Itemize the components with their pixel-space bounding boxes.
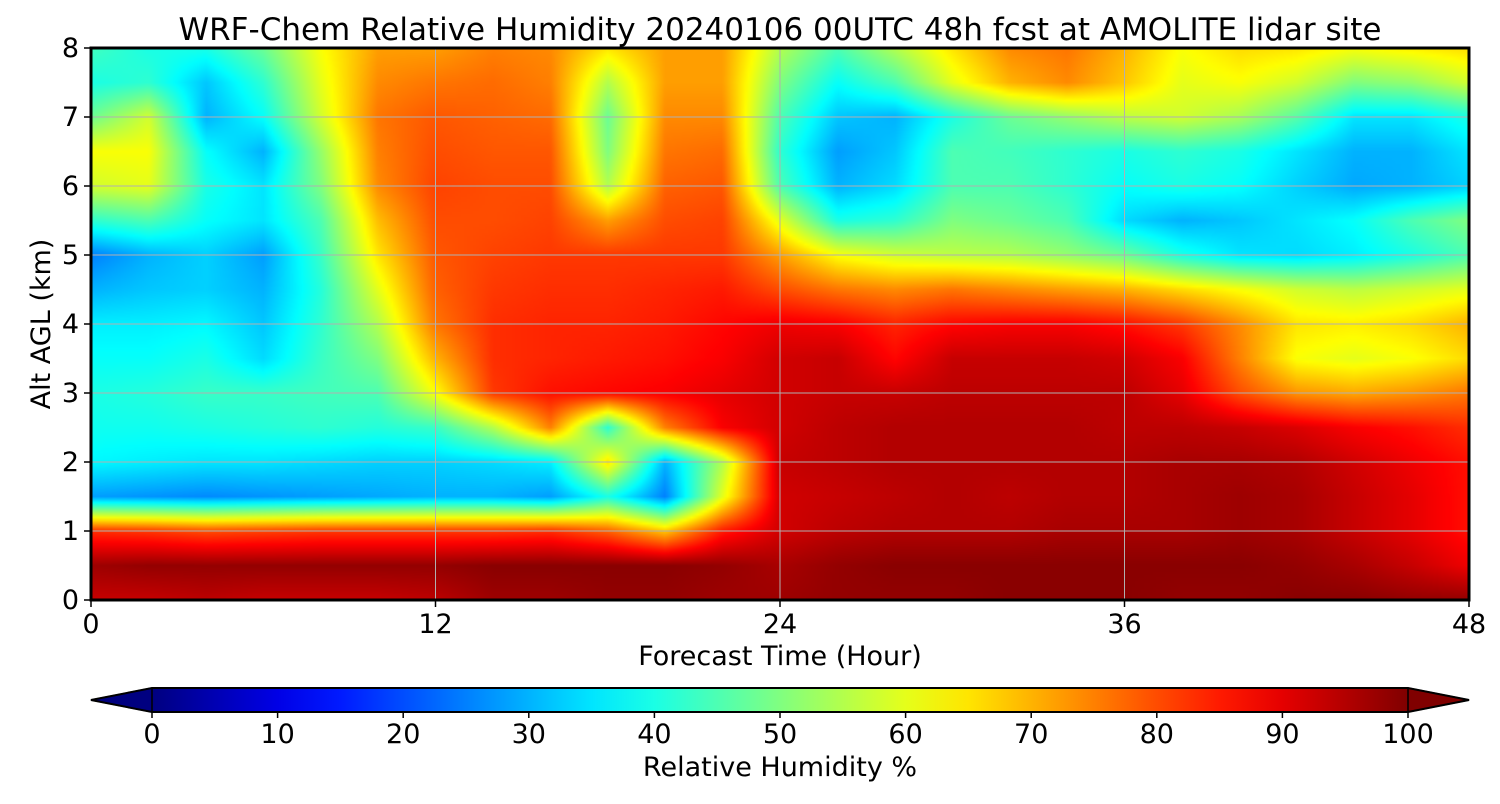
y-tick-label: 0 bbox=[62, 585, 79, 616]
y-tick-label: 7 bbox=[62, 102, 79, 133]
colorbar-label: Relative Humidity % bbox=[643, 752, 917, 783]
colorbar-tick-label: 30 bbox=[512, 719, 546, 750]
colorbar-tick-label: 70 bbox=[1014, 719, 1048, 750]
y-tick-label: 5 bbox=[62, 240, 79, 271]
x-tick-label: 24 bbox=[763, 609, 797, 640]
colorbar-extend-low bbox=[90, 687, 153, 713]
colorbar-tick-label: 0 bbox=[143, 719, 160, 750]
y-tick-label: 1 bbox=[62, 516, 79, 547]
chart-title: WRF-Chem Relative Humidity 20240106 00UT… bbox=[178, 12, 1381, 48]
colorbar-extend-high bbox=[1407, 687, 1470, 713]
y-tick-label: 8 bbox=[62, 33, 79, 64]
colorbar-tick-label: 60 bbox=[888, 719, 922, 750]
colorbar-tick-label: 80 bbox=[1140, 719, 1174, 750]
colorbar-tick-label: 40 bbox=[637, 719, 671, 750]
y-axis-label: Alt AGL (km) bbox=[26, 239, 57, 410]
colorbar-tick-label: 100 bbox=[1382, 719, 1434, 750]
colorbar-ticks: 0 10 20 30 40 50 60 70 80 90 100 bbox=[143, 712, 1434, 750]
y-tick-label: 3 bbox=[62, 378, 79, 409]
colorbar-tick-label: 50 bbox=[763, 719, 797, 750]
y-tick-label: 2 bbox=[62, 447, 79, 478]
x-axis-label: Forecast Time (Hour) bbox=[638, 641, 922, 672]
colorbar-tick-label: 20 bbox=[386, 719, 420, 750]
y-tick-label: 6 bbox=[62, 171, 79, 202]
x-axis-ticks: 0 12 24 36 48 bbox=[82, 600, 1486, 640]
y-tick-label: 4 bbox=[62, 309, 79, 340]
colorbar-tick-label: 10 bbox=[260, 719, 294, 750]
x-tick-label: 12 bbox=[418, 609, 452, 640]
colorbar: 0 10 20 30 40 50 60 70 80 90 100 Relative Humidity… bbox=[90, 687, 1470, 783]
y-axis-ticks: 0 1 2 3 4 5 6 7 8 bbox=[62, 33, 91, 616]
x-tick-label: 0 bbox=[82, 609, 99, 640]
x-tick-label: 36 bbox=[1107, 609, 1141, 640]
colorbar-gradient bbox=[152, 688, 1408, 712]
colorbar-tick-label: 90 bbox=[1265, 719, 1299, 750]
x-tick-label: 48 bbox=[1452, 609, 1486, 640]
